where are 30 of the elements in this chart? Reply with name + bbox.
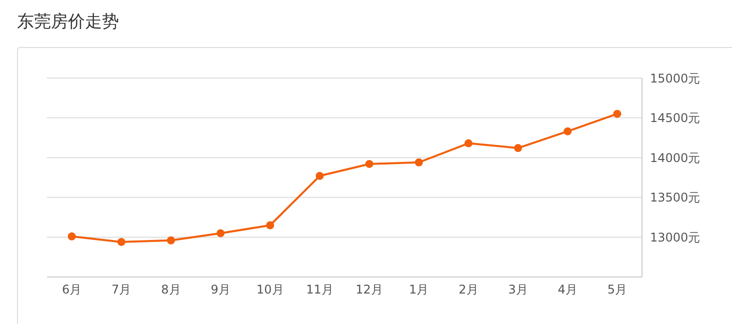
y-tick-label: 14500元 [650, 111, 700, 126]
y-tick-label: 13500元 [650, 190, 700, 205]
point [564, 127, 572, 136]
point [166, 236, 175, 244]
x-tick-label: 4月 [558, 282, 578, 297]
x-tick-label: 1月 [409, 282, 429, 297]
y-tick-label: 14000元 [650, 150, 700, 165]
x-tick-label: 3月 [508, 282, 528, 297]
x-tick-label: 7月 [112, 282, 132, 297]
point [464, 139, 472, 148]
x-tick-label: 10月 [256, 282, 284, 297]
x-tick-label: 6月 [62, 282, 82, 297]
point [365, 160, 374, 168]
x-tick-label: 5月 [607, 282, 628, 297]
x-tick-label: 11月 [306, 282, 334, 297]
chart-title: 东莞房价走势 [17, 11, 119, 33]
point [414, 158, 423, 166]
x-tick-label: 9月 [210, 282, 230, 297]
x-tick-label: 12月 [356, 282, 383, 297]
point [117, 238, 126, 246]
point [68, 232, 76, 240]
x-tick-label: 2月 [458, 282, 478, 297]
point [266, 221, 274, 230]
point [514, 144, 522, 152]
y-tick-label: 15000元 [650, 71, 700, 86]
point [613, 110, 622, 118]
point [316, 172, 324, 180]
point [216, 229, 225, 238]
x-tick-label: 8月 [161, 282, 181, 297]
y-tick-label: 13000元 [650, 230, 700, 244]
